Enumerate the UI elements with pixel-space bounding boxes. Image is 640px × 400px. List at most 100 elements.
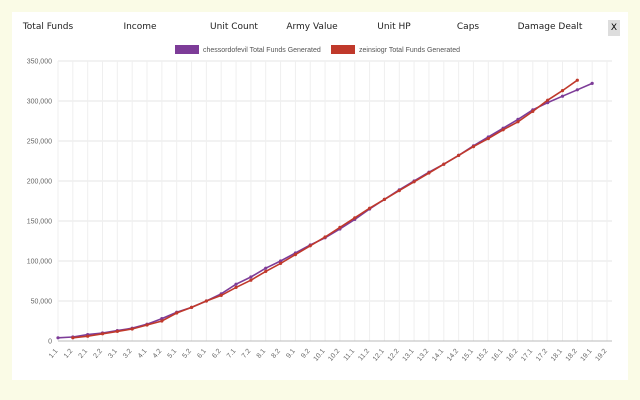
point xyxy=(486,137,490,141)
x-tick-label: 19.1 xyxy=(580,348,594,363)
point xyxy=(249,275,253,279)
point xyxy=(531,109,535,113)
point xyxy=(264,266,268,270)
tab[interactable]: Unit Count xyxy=(210,22,258,32)
legend-label: zeinsiogr Total Funds Generated xyxy=(359,47,460,54)
point xyxy=(71,336,75,340)
point xyxy=(86,334,90,338)
point xyxy=(516,117,520,121)
point xyxy=(353,216,357,220)
x-tick-label: 1.2 xyxy=(63,348,75,360)
x-tick-label: 4.1 xyxy=(137,348,149,360)
point xyxy=(382,197,387,201)
x-tick-label: 5.1 xyxy=(167,348,179,360)
point xyxy=(560,94,565,98)
x-tick-label: 14.1 xyxy=(431,348,445,363)
x-tick-label: 6.2 xyxy=(211,348,223,360)
point xyxy=(308,244,312,248)
point xyxy=(546,98,550,102)
point xyxy=(100,332,105,336)
point xyxy=(575,88,579,92)
legend-swatch xyxy=(175,45,199,54)
x-tick-label: 3.2 xyxy=(122,348,134,360)
x-tick-label: 2.1 xyxy=(78,348,90,360)
x-tick-label: 9.1 xyxy=(285,348,297,360)
x-tick-label: 1.1 xyxy=(48,348,60,360)
point xyxy=(367,206,372,210)
tab[interactable]: Caps xyxy=(456,22,480,32)
x-tick-label: 17.2 xyxy=(535,348,549,363)
x-tick-label: 5.2 xyxy=(181,348,193,360)
point xyxy=(575,78,579,82)
point xyxy=(234,282,238,286)
y-tick-label: 100,000 xyxy=(27,259,52,266)
panel: X Total Funds Income Unit Count Army Value U… xyxy=(12,12,628,380)
x-tick-label: 8.1 xyxy=(256,348,268,360)
point xyxy=(145,323,149,327)
x-tick-label: 16.1 xyxy=(491,348,505,363)
x-tick-label: 10.2 xyxy=(327,348,341,363)
tab[interactable]: Army Value xyxy=(286,22,338,32)
x-tick-label: 9.2 xyxy=(300,348,312,360)
tab[interactable]: Total Funds xyxy=(22,22,74,32)
point xyxy=(219,293,223,297)
point xyxy=(234,285,238,289)
point xyxy=(293,253,298,257)
point xyxy=(115,329,119,333)
point xyxy=(590,81,594,85)
point xyxy=(278,259,283,263)
x-tick-label: 2.2 xyxy=(92,348,104,360)
tab[interactable]: Income xyxy=(123,22,157,32)
tab[interactable]: Damage Dealt xyxy=(517,22,583,32)
point xyxy=(56,336,60,340)
y-tick-label: 250,000 xyxy=(27,139,52,146)
point xyxy=(204,299,208,303)
tab[interactable]: Unit HP xyxy=(377,22,411,32)
x-tick-label: 3.1 xyxy=(107,348,119,360)
x-tick-label: 16.2 xyxy=(505,348,519,363)
point xyxy=(323,235,327,239)
x-tick-label: 19.2 xyxy=(594,348,608,363)
close-button[interactable]: X xyxy=(608,20,620,36)
x-tick-label: 6.1 xyxy=(196,348,208,360)
point xyxy=(397,189,401,193)
x-tick-label: 14.2 xyxy=(446,348,460,363)
x-tick-label: 7.2 xyxy=(241,348,253,360)
y-tick-label: 0 xyxy=(48,339,52,346)
point xyxy=(471,145,476,149)
x-tick-label: 7.1 xyxy=(226,348,238,360)
point xyxy=(516,120,520,124)
point xyxy=(560,89,565,93)
x-tick-label: 8.2 xyxy=(270,348,282,360)
x-tick-label: 11.2 xyxy=(357,348,371,363)
point xyxy=(160,319,164,323)
x-tick-label: 17.1 xyxy=(520,348,534,363)
x-tick-label: 13.1 xyxy=(402,348,416,363)
point xyxy=(501,128,505,132)
x-tick-label: 18.1 xyxy=(550,348,564,363)
y-tick-label: 200,000 xyxy=(27,179,52,186)
x-tick-label: 13.2 xyxy=(416,348,430,363)
x-tick-label: 18.2 xyxy=(565,348,579,363)
point xyxy=(249,278,253,282)
y-tick-label: 150,000 xyxy=(27,219,52,226)
point xyxy=(160,317,164,321)
y-tick-label: 350,000 xyxy=(27,59,52,66)
x-tick-label: 4.2 xyxy=(152,348,164,360)
legend-swatch xyxy=(331,45,355,54)
point xyxy=(130,327,134,331)
x-tick-label: 11.1 xyxy=(342,348,356,363)
legend-label: chessordofevil Total Funds Generated xyxy=(203,47,321,54)
x-tick-label: 15.2 xyxy=(476,348,490,363)
point xyxy=(278,261,283,265)
point xyxy=(175,311,179,315)
y-tick-label: 50,000 xyxy=(31,299,53,306)
x-tick-label: 12.2 xyxy=(387,348,401,363)
point xyxy=(427,171,431,175)
point xyxy=(412,180,416,184)
point xyxy=(189,305,194,309)
y-tick-label: 300,000 xyxy=(27,99,52,106)
x-tick-label: 10.1 xyxy=(312,348,326,363)
